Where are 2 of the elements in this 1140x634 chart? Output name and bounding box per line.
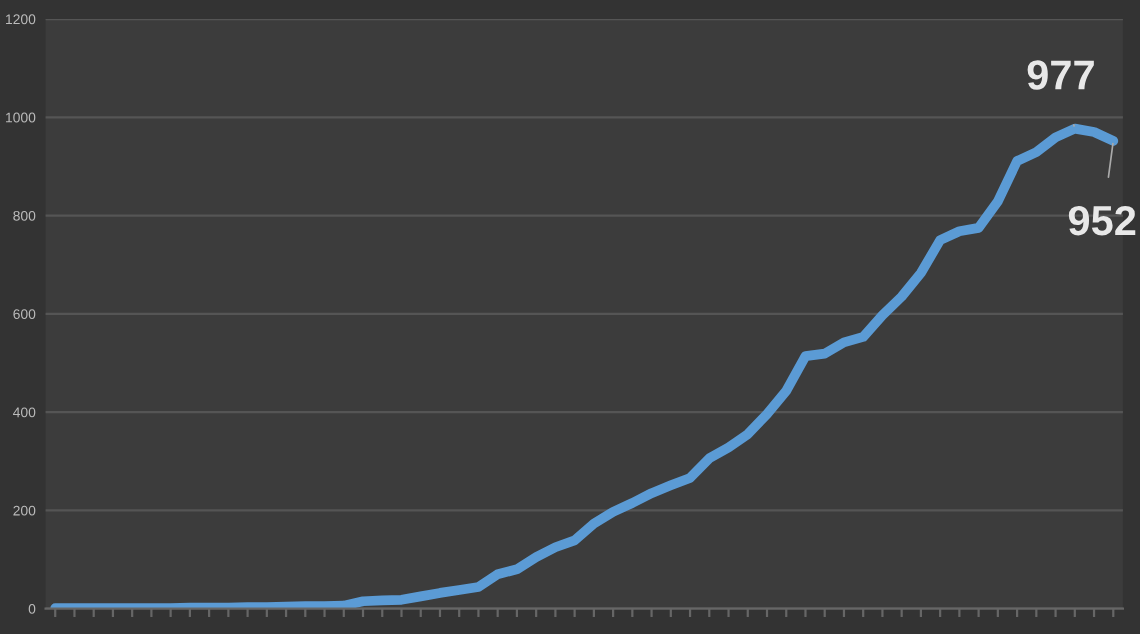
data-label: 977 [1027,60,1094,90]
data-label: 952 [1068,205,1136,236]
